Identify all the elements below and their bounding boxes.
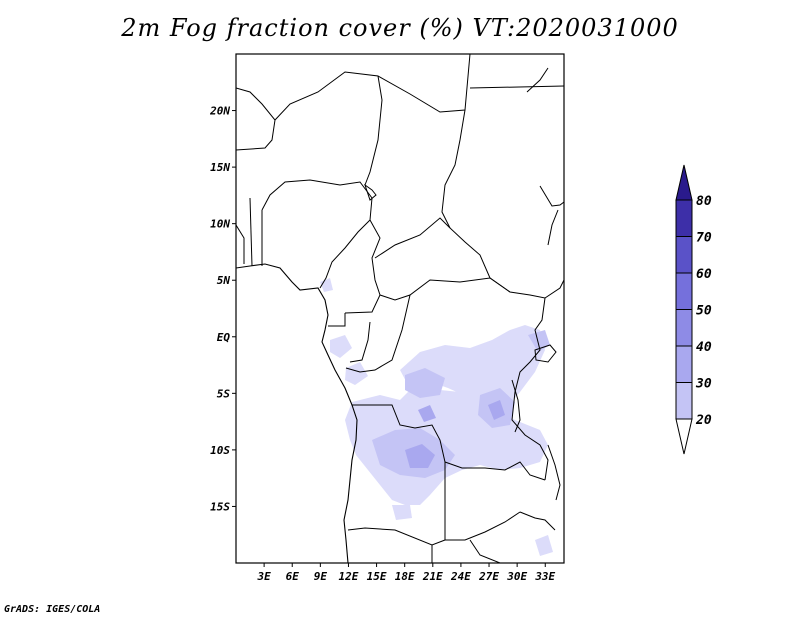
border-gabon <box>328 313 346 327</box>
legend-color-box <box>675 309 693 347</box>
color-legend: 80 70 60 50 40 30 20 <box>675 164 712 455</box>
map-frame <box>235 53 565 564</box>
legend-top-triangle <box>675 164 693 201</box>
border-ethiopia <box>547 209 559 246</box>
lon-tick-label: 15E <box>367 570 387 583</box>
legend-label: 40 <box>696 340 712 355</box>
latitude-axis: 20N 15N 10N 5N EQ 5S 10S 15S <box>209 105 236 513</box>
border-east <box>511 297 549 481</box>
legend-label: 20 <box>695 413 712 428</box>
lon-tick-label: 3E <box>256 570 271 583</box>
border-sudan-ss <box>489 277 564 299</box>
lake-malawi <box>547 444 561 501</box>
lake-chad <box>364 183 377 201</box>
lon-tick-label: 18E <box>395 570 415 583</box>
border-egypt <box>469 85 564 89</box>
border-angola-drc <box>352 404 446 463</box>
border-angola-zambia <box>444 461 546 481</box>
lat-tick-label: 5N <box>217 274 231 287</box>
border-ghana <box>236 224 245 264</box>
lon-tick-label: 6E <box>286 570 300 583</box>
fog-core-2 <box>405 368 445 398</box>
lon-tick-label: 33E <box>534 570 555 583</box>
border-togo <box>249 197 253 267</box>
legend-color-box <box>675 236 693 274</box>
map-title: 2m Fog fraction cover (%) VT:2020031000 <box>121 14 679 42</box>
lat-tick-label: 10N <box>210 218 230 231</box>
longitude-axis: 3E 6E 9E 12E 15E 18E 21E 24E 27E 30E 33E <box>256 563 556 583</box>
lat-tick-label: 15N <box>210 161 230 174</box>
lat-tick-label: 10S <box>210 444 230 457</box>
legend-label: 30 <box>695 377 712 392</box>
border-car <box>374 217 451 259</box>
border-cameroon <box>344 219 381 314</box>
fog-patch-southeast <box>535 535 553 556</box>
legend-color-box <box>675 199 693 237</box>
border-west-north <box>236 87 276 151</box>
lat-tick-label: 20N <box>209 105 230 118</box>
border-gabon-congo <box>349 321 371 363</box>
border-chad-sudan <box>441 109 491 279</box>
lake-victoria <box>534 344 557 363</box>
lon-tick-label: 24E <box>450 570 471 583</box>
border-nigeria <box>261 179 373 289</box>
fog-shading <box>320 278 553 556</box>
lat-tick-label: 15S <box>210 500 230 513</box>
legend-color-box <box>675 345 693 383</box>
border-angola-namibia <box>347 527 446 546</box>
fog-patch-congo <box>400 325 545 410</box>
fog-peak-3 <box>418 405 436 422</box>
red-sea-coast <box>526 67 549 93</box>
legend-color-box <box>675 382 693 420</box>
lake-tanganyika <box>511 379 521 433</box>
border-car-south <box>379 277 511 301</box>
lat-tick-label: EQ <box>217 331 231 344</box>
lat-tick-label: 5S <box>217 387 231 400</box>
legend-color-box <box>675 272 693 310</box>
fog-peak-1 <box>405 444 435 468</box>
legend-label: 70 <box>696 231 712 246</box>
fog-peak-2 <box>488 400 505 420</box>
border-zambia-south <box>444 462 521 541</box>
grads-credit: GrADS: IGES/COLA <box>4 604 101 615</box>
legend-bottom-triangle <box>675 418 693 455</box>
lon-tick-label: 30E <box>506 570 527 583</box>
border-zimbabwe <box>469 539 501 563</box>
fog-patch-coast <box>330 335 352 358</box>
border-libya <box>377 54 471 113</box>
lon-tick-label: 9E <box>314 570 328 583</box>
country-borders <box>236 54 564 563</box>
border-mali-niger <box>274 71 383 186</box>
lon-tick-label: 12E <box>339 570 359 583</box>
border-congo-drc <box>345 294 411 373</box>
border-mozambique <box>519 511 556 531</box>
legend-label: 60 <box>696 267 712 282</box>
lon-tick-label: 21E <box>422 570 443 583</box>
border-sudan-east <box>539 185 564 207</box>
lon-tick-label: 27E <box>478 570 499 583</box>
fog-patch-south <box>392 505 412 520</box>
fog-patch-coast2 <box>345 362 368 385</box>
legend-label: 80 <box>696 194 712 209</box>
legend-label: 50 <box>696 304 712 319</box>
fog-patch-north <box>320 278 333 292</box>
coastline <box>236 263 358 563</box>
